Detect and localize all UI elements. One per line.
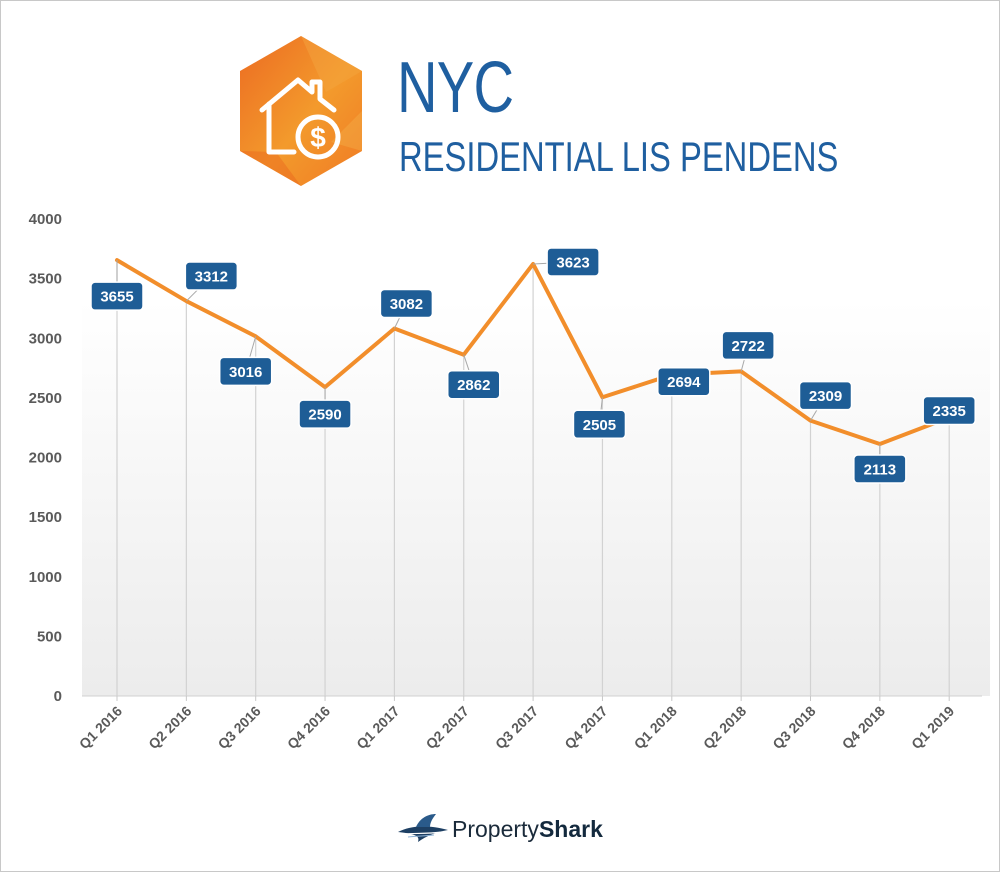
x-tick-label: Q3 2017 — [492, 703, 541, 752]
brand-name: PropertyShark — [452, 816, 603, 843]
footer: PropertyShark — [0, 800, 1000, 860]
data-label: 2722 — [731, 338, 764, 355]
data-label: 3312 — [195, 269, 228, 286]
x-tick-label: Q3 2016 — [215, 703, 264, 752]
x-axis: Q1 2016 Q2 2016 Q3 2016 Q4 2016 Q1 2017 Q2 20… — [76, 696, 957, 752]
data-label: 2694 — [667, 374, 701, 391]
shark-logo-icon — [398, 814, 448, 842]
data-label-box — [90, 281, 144, 311]
data-label: 3082 — [390, 296, 423, 313]
data-label: 2309 — [809, 388, 842, 405]
header: $ NYC RESIDENTIAL LIS PENDENS — [0, 0, 1000, 200]
data-label: 2862 — [457, 377, 490, 394]
y-tick-label: 2000 — [29, 450, 62, 467]
y-tick-label: 500 — [37, 628, 62, 645]
data-label-box — [184, 261, 239, 291]
x-tick-label: Q1 2018 — [631, 703, 680, 752]
drop-lines — [116, 260, 950, 696]
data-label: 2335 — [933, 403, 966, 420]
data-label-box — [546, 247, 600, 277]
plot-background — [82, 300, 990, 696]
page-title: NYC — [397, 48, 514, 128]
data-label-box — [798, 380, 853, 411]
data-label-box — [298, 399, 352, 429]
data-label-box — [572, 409, 627, 440]
data-labels: 3655 3312 3016 2590 3082 2862 3623 2505 2694 2722… — [90, 247, 976, 484]
y-tick-label: 3500 — [29, 271, 62, 288]
x-tick-label: Q4 2018 — [839, 703, 888, 752]
data-label-box — [447, 369, 501, 400]
data-label-box — [218, 356, 273, 387]
data-label-box — [379, 288, 434, 319]
y-tick-label: 1500 — [29, 509, 62, 526]
y-tick-label: 0 — [54, 688, 62, 705]
y-axis: 0 500 1000 1500 2000 2500 3000 3500 4000 — [29, 211, 62, 705]
x-tick-label: Q4 2016 — [284, 703, 333, 752]
x-tick-label: Q1 2017 — [353, 703, 402, 752]
brand-regular: Property — [452, 816, 539, 842]
data-label: 2113 — [864, 462, 897, 479]
x-tick-label: Q2 2017 — [423, 703, 472, 752]
y-tick-label: 1000 — [29, 569, 62, 586]
y-tick-label: 4000 — [29, 211, 62, 228]
line-chart: 0 500 1000 1500 2000 2500 3000 3500 4000 Q1 2016… — [29, 211, 990, 752]
page-subtitle: RESIDENTIAL LIS PENDENS — [399, 133, 839, 180]
house-dollar-icon: $ — [240, 36, 362, 186]
brand-bold: Shark — [538, 816, 603, 842]
x-tick-label: Q2 2016 — [145, 703, 194, 752]
svg-text:$: $ — [310, 122, 326, 153]
data-label: 3623 — [556, 254, 589, 271]
x-tick-label: Q1 2016 — [76, 703, 125, 752]
data-label-box — [853, 454, 907, 484]
x-tick-label: Q4 2017 — [561, 703, 610, 752]
data-label: 2590 — [308, 407, 341, 424]
x-tick-label: Q3 2018 — [769, 703, 818, 752]
data-label-box — [922, 395, 976, 426]
y-tick-label: 2500 — [29, 390, 62, 407]
data-label-box — [721, 330, 775, 361]
x-tick-label: Q1 2019 — [908, 703, 957, 752]
x-tick-label: Q2 2018 — [700, 703, 749, 752]
y-tick-label: 3000 — [29, 330, 62, 347]
data-label-box — [657, 366, 711, 397]
data-label: 2505 — [583, 417, 616, 434]
data-label: 3655 — [100, 289, 133, 306]
data-label: 3016 — [229, 364, 262, 381]
